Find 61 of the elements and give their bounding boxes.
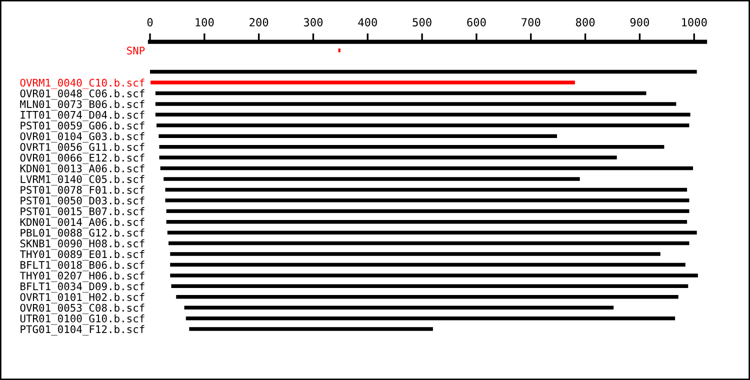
y-tick-label: PBL01_0088_G12.b.scf: [20, 228, 144, 239]
bar: [171, 284, 688, 288]
bar: [150, 80, 575, 84]
x-tick-label: 100: [196, 18, 214, 26]
y-tick-label: SKNB1_0090_H08.b.scf: [20, 239, 144, 250]
bar: [166, 209, 690, 214]
y-tick-label: OVR01_0053_C08.b.scf: [20, 304, 144, 314]
y-tick-label: SNP: [127, 46, 145, 55]
x-tick-label: 900: [630, 18, 650, 26]
y-tick-label: THY01_0207_H06.b.scf: [20, 271, 144, 282]
y-tick-label: OVR01_0066_E12.b.scf: [20, 154, 144, 164]
y-tick-label: OVRT1_0056_G11.b.scf: [20, 142, 144, 154]
bar: [158, 134, 557, 138]
y-tick-label: THY01_0089_E01.b.scf: [20, 250, 144, 260]
bar: [164, 177, 580, 181]
bar: [159, 156, 617, 160]
x-tick-label: 500: [412, 18, 432, 26]
bar: [189, 327, 433, 331]
x-tick-label: 1000: [682, 18, 707, 26]
bar: [155, 102, 676, 106]
bar: [165, 198, 690, 202]
y-tick-label: PST01_0078_F01.b.scf: [20, 186, 144, 196]
y-tick-label: OVRT1_0101_H02.b.scf: [20, 292, 144, 304]
bar: [155, 91, 646, 96]
bar: [167, 230, 697, 234]
bar: [150, 70, 697, 74]
y-tick-label: OVRM1_0040_C10.b.scf: [20, 78, 144, 89]
bar: [159, 144, 664, 149]
x-tick-label: 200: [250, 18, 268, 26]
bar: [155, 112, 690, 117]
y-tick-label: PST01_0015_B07.b.scf: [20, 207, 144, 218]
y-tick-label: UTR01_0100_G10.b.scf: [20, 314, 144, 325]
bar: [156, 124, 690, 128]
bar: [160, 166, 694, 170]
y-tick-label: BFLT1_0018_B06.b.scf: [20, 260, 144, 272]
bar: [166, 220, 688, 224]
y-tick-label: KDN01_0014_A06.b.scf: [20, 218, 144, 228]
y-tick-label: BFLT1_0034_D09.b.scf: [20, 282, 144, 293]
x-tick-label: 600: [467, 18, 486, 26]
y-tick-label: LVRM1_0140_C05.b.scf: [20, 175, 144, 186]
bar: [170, 252, 660, 256]
y-tick-label: PST01_0059_G06.b.scf: [20, 121, 144, 132]
x-tick-label: 300: [304, 18, 323, 26]
y-tick-label: ITT01_0074_D04.b.scf: [20, 110, 144, 122]
x-tick-label: 700: [522, 18, 540, 26]
y-tick-label: MLN01_0073_B06.b.scf: [20, 100, 144, 110]
bar: [170, 262, 686, 267]
x-tick-label: 400: [358, 18, 377, 26]
bar: [165, 188, 688, 192]
bar: [176, 295, 678, 299]
y-tick-label: PST01_0050_D03.b.scf: [20, 196, 144, 207]
bar: [184, 306, 614, 310]
y-tick-label: PTG01_0104_F12.b.scf: [20, 325, 144, 336]
x-tick-label: 0: [147, 18, 153, 26]
x-tick-label: 800: [576, 18, 595, 26]
y-tick-label: KDN01_0013_A06.b.scf: [20, 164, 144, 175]
bar: [186, 316, 676, 320]
bar: [170, 274, 698, 278]
y-tick-label: OVR01_0104_G03.b.scf: [20, 132, 144, 143]
y-tick-label: OVR01_0048_C06.b.scf: [20, 89, 144, 100]
bar: [168, 241, 690, 246]
